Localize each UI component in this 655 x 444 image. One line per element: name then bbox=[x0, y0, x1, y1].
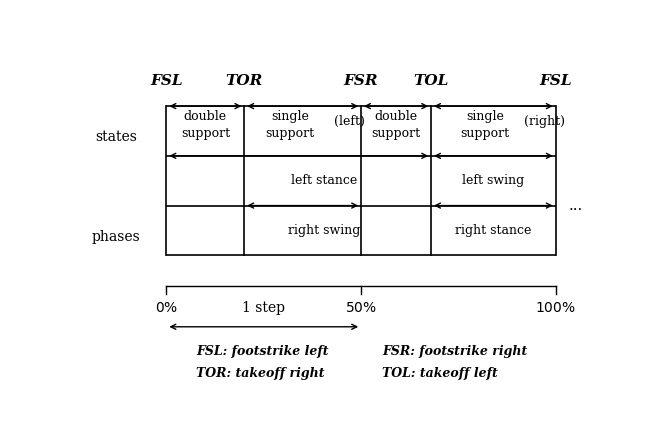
Text: FSL: FSL bbox=[539, 74, 572, 88]
Text: FSR: footstrike right: FSR: footstrike right bbox=[383, 345, 527, 358]
Text: left stance: left stance bbox=[291, 174, 358, 187]
Text: TOR: takeoff right: TOR: takeoff right bbox=[196, 367, 325, 380]
Text: $50\%$: $50\%$ bbox=[345, 301, 377, 315]
Text: FSR: FSR bbox=[344, 74, 379, 88]
Text: FSL: footstrike left: FSL: footstrike left bbox=[196, 345, 329, 358]
Text: (left): (left) bbox=[334, 115, 365, 128]
Text: single
support: single support bbox=[460, 110, 510, 139]
Text: 1 step: 1 step bbox=[242, 301, 286, 315]
Text: double
support: double support bbox=[371, 110, 421, 139]
Text: left swing: left swing bbox=[462, 174, 525, 187]
Text: states: states bbox=[95, 130, 137, 144]
Text: ...: ... bbox=[569, 198, 582, 213]
Text: TOL: TOL bbox=[413, 74, 449, 88]
Text: right stance: right stance bbox=[455, 224, 532, 237]
Text: double
support: double support bbox=[181, 110, 230, 139]
Text: $100\%$: $100\%$ bbox=[535, 301, 576, 315]
Text: TOL: takeoff left: TOL: takeoff left bbox=[383, 367, 498, 380]
Text: TOR: TOR bbox=[226, 74, 263, 88]
Text: $0\%$: $0\%$ bbox=[155, 301, 178, 315]
Text: right swing: right swing bbox=[288, 224, 360, 237]
Text: single
support: single support bbox=[265, 110, 314, 139]
Text: phases: phases bbox=[91, 230, 140, 244]
Text: FSL: FSL bbox=[150, 74, 183, 88]
Text: (right): (right) bbox=[523, 115, 565, 128]
